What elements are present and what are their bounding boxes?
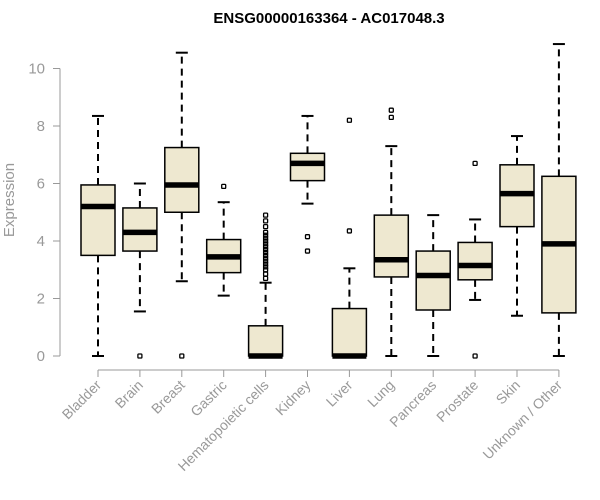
outlier-point [262,275,269,282]
iqr-box [80,184,116,257]
x-tick-label: Prostate [433,377,481,425]
box-group-brain [122,182,158,359]
x-tick-label: Pancreas [386,377,439,430]
y-axis: 0 2 4 6 8 10 [28,61,61,365]
box-group-gastric [205,183,242,297]
box-group-prostate [457,160,493,359]
outlier-point [262,238,269,244]
y-tick-label: 10 [28,61,45,78]
y-axis-label: Expression [1,163,18,237]
x-tick-label: Lung [364,377,397,410]
outlier-point [304,248,311,254]
x-tick-label: Bladder [59,377,105,423]
outlier-point [346,228,353,234]
box-group-breast [164,51,200,359]
outlier-point [179,353,185,359]
outlier-point [262,235,269,241]
x-tick-label: Breast [148,377,188,417]
box-group-skin [499,135,535,317]
iqr-box [289,152,326,182]
outlier-point [262,267,269,273]
chart-title: ENSG00000163364 - AC017048.3 [213,10,444,27]
y-tick-label: 6 [37,176,45,193]
box-group-bladder [80,114,116,357]
iqr-box [122,207,158,252]
x-tick-label: Skin [493,377,524,408]
iqr-box [457,241,493,281]
x-tick-label: Brain [112,377,146,411]
outlier-point [346,117,353,123]
outlier-point [304,234,311,240]
outlier-point [472,353,478,359]
outlier-point [262,249,269,256]
x-tick-label: Kidney [272,377,314,419]
box-group-pancreas [415,214,451,357]
box-group-hematopoietic-cells [247,212,284,359]
box-group-lung [373,107,410,357]
plot-area [80,43,577,359]
outlier-point [262,232,269,238]
iqr-box [415,250,451,311]
outlier-point [472,160,478,167]
y-tick-label: 0 [37,348,45,365]
outlier-point [262,264,269,270]
y-tick-label: 2 [37,291,45,308]
outlier-point [388,107,394,113]
box-group-kidney [289,114,326,254]
x-tick-label: Unknown / Other [479,377,565,463]
outlier-point [262,244,269,250]
iqr-box [164,146,200,213]
outlier-point [262,258,269,264]
outlier-point [262,261,269,267]
y-tick-label: 8 [37,118,45,135]
iqr-box [331,307,368,357]
outlier-point [137,353,143,359]
outlier-point [262,229,269,236]
outlier-point [388,114,394,121]
x-tick-label: Liver [323,377,356,410]
iqr-box [373,214,410,278]
outlier-point [262,218,269,224]
outlier-point [262,255,269,261]
outlier-point [221,183,227,190]
box-group-liver [331,117,368,359]
iqr-box [247,325,284,357]
outlier-point [262,246,269,253]
box-group-unknown-other [541,43,577,357]
outlier-point [262,271,269,277]
outlier-point [262,252,269,259]
outlier-point [262,223,269,230]
outlier-point [262,241,269,247]
y-tick-label: 4 [37,233,45,250]
outlier-point [262,212,269,218]
